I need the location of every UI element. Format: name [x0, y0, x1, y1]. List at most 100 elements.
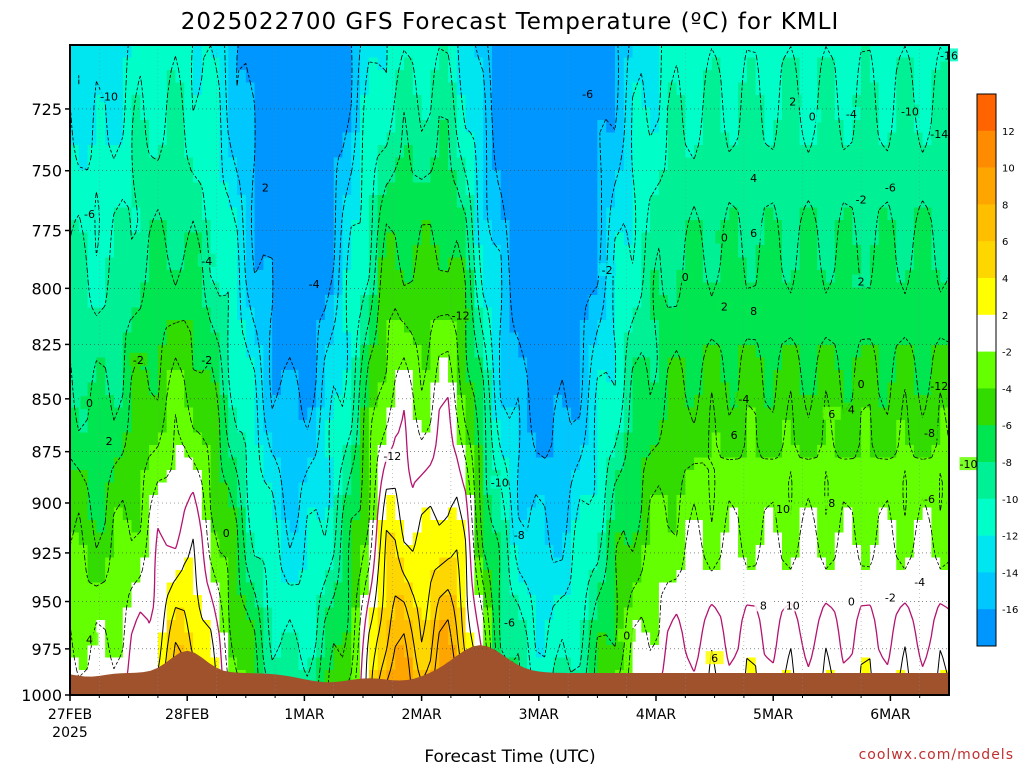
- temperature-cell: [412, 370, 423, 384]
- temperature-cell: [483, 582, 493, 596]
- temperature-cell: [228, 582, 238, 596]
- temperature-cell: [711, 520, 722, 534]
- temperature-cell: [324, 645, 335, 659]
- temperature-cell: [87, 320, 97, 334]
- temperature-cell: [746, 532, 757, 546]
- temperature-cell: [113, 232, 124, 246]
- temperature-cell: [78, 457, 89, 471]
- temperature-cell: [140, 545, 150, 559]
- temperature-cell: [342, 507, 352, 521]
- temperature-cell: [245, 520, 256, 534]
- temperature-cell: [720, 270, 730, 284]
- temperature-cell: [201, 532, 212, 546]
- temperature-cell: [755, 395, 766, 409]
- temperature-cell: [799, 295, 809, 309]
- temperature-cell: [887, 320, 897, 334]
- temperature-cell: [491, 570, 502, 584]
- temperature-cell: [825, 295, 836, 309]
- temperature-cell: [193, 70, 203, 84]
- temperature-cell: [817, 632, 827, 646]
- temperature-cell: [746, 182, 757, 196]
- temperature-cell: [447, 395, 458, 409]
- temperature-cell: [738, 570, 748, 584]
- temperature-cell: [228, 245, 238, 259]
- temperature-cell: [237, 382, 247, 396]
- temperature-cell: [201, 507, 212, 521]
- temperature-cell: [799, 657, 809, 671]
- temperature-cell: [562, 320, 572, 334]
- temperature-cell: [368, 395, 379, 409]
- temperature-cell: [597, 145, 607, 159]
- temperature-cell: [738, 457, 748, 471]
- temperature-cell: [201, 107, 212, 121]
- temperature-cell: [175, 532, 185, 546]
- temperature-cell: [421, 145, 431, 159]
- temperature-cell: [307, 482, 317, 496]
- temperature-cell: [817, 195, 827, 209]
- temperature-cell: [298, 95, 308, 109]
- temperature-cell: [333, 207, 344, 221]
- temperature-cell: [254, 70, 264, 84]
- temperature-cell: [500, 545, 511, 559]
- temperature-cell: [386, 382, 396, 396]
- temperature-cell: [263, 457, 273, 471]
- temperature-cell: [201, 157, 212, 171]
- temperature-cell: [702, 107, 713, 121]
- temperature-cell: [386, 82, 396, 96]
- temperature-cell: [210, 245, 221, 259]
- temperature-cell: [474, 620, 484, 634]
- temperature-cell: [940, 307, 949, 321]
- temperature-cell: [333, 307, 344, 321]
- temperature-cell: [113, 307, 124, 321]
- temperature-cell: [676, 332, 686, 346]
- temperature-cell: [166, 270, 177, 284]
- temperature-cell: [667, 207, 678, 221]
- temperature-cell: [254, 482, 264, 496]
- temperature-cell: [553, 357, 563, 371]
- temperature-cell: [738, 645, 748, 659]
- temperature-cell: [280, 520, 291, 534]
- temperature-cell: [360, 645, 370, 659]
- temperature-cell: [483, 532, 493, 546]
- temperature-cell: [579, 157, 590, 171]
- temperature-cell: [245, 607, 256, 621]
- temperature-cell: [421, 382, 431, 396]
- temperature-cell: [518, 170, 528, 184]
- temperature-cell: [96, 345, 106, 359]
- temperature-cell: [157, 520, 168, 534]
- temperature-cell: [210, 270, 221, 284]
- temperature-cell: [579, 632, 590, 646]
- temperature-cell: [245, 620, 256, 634]
- temperature-cell: [931, 195, 941, 209]
- temperature-cell: [377, 107, 388, 121]
- temperature-cell: [887, 495, 897, 509]
- temperature-cell: [623, 195, 634, 209]
- temperature-cell: [210, 520, 221, 534]
- temperature-cell: [210, 70, 221, 84]
- temperature-cell: [280, 632, 291, 646]
- temperature-cell: [447, 120, 458, 134]
- temperature-cell: [298, 420, 308, 434]
- temperature-cell: [799, 395, 809, 409]
- temperature-cell: [456, 107, 467, 121]
- temperature-cell: [439, 532, 449, 546]
- temperature-cell: [465, 295, 475, 309]
- temperature-cell: [175, 495, 185, 509]
- temperature-cell: [518, 45, 528, 59]
- temperature-cell: [70, 295, 80, 309]
- temperature-cell: [852, 357, 862, 371]
- temperature-cell: [676, 282, 686, 296]
- temperature-cell: [764, 45, 774, 59]
- temperature-cell: [509, 195, 519, 209]
- temperature-cell: [755, 382, 766, 396]
- temperature-cell: [755, 257, 766, 271]
- temperature-cell: [711, 620, 722, 634]
- temperature-cell: [131, 607, 141, 621]
- temperature-cell: [333, 395, 344, 409]
- temperature-cell: [386, 407, 396, 421]
- temperature-cell: [254, 307, 264, 321]
- temperature-cell: [711, 270, 722, 284]
- temperature-cell: [781, 620, 792, 634]
- temperature-cell: [553, 420, 563, 434]
- temperature-cell: [746, 95, 757, 109]
